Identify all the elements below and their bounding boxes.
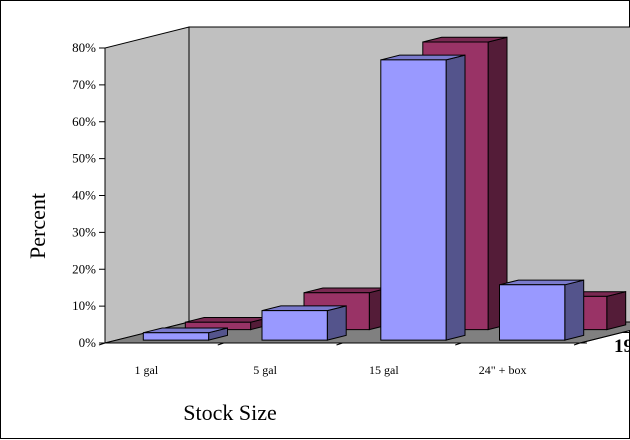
chart-bars [142,36,627,341]
x-category-label: 15 gal [369,363,399,377]
bar-side [326,305,347,341]
chart-labels: 0% 10% 20% 30% 40% 50% 60% 70% 80% 1 gal 5 gal 15 g… [72,40,630,377]
bar-front [142,332,210,341]
y-tick-label: 50% [72,151,96,166]
y-tick-label: 70% [72,77,96,92]
bar-side [564,279,585,341]
y-tick-label: 80% [72,40,96,55]
y-tick-label: 40% [72,188,96,203]
x-tick [336,342,343,346]
bar-side [445,54,466,341]
x-tick [455,342,462,346]
x-tick [98,342,106,346]
y-axis-title: Percent [25,193,50,259]
bar-front [261,310,328,341]
y-tick-label: 30% [72,224,96,239]
chart-axes [98,47,630,346]
bar-front [499,284,566,341]
side-wall [104,26,190,344]
series-label: 1997 [614,336,630,357]
bar-1997-1 gal [142,327,228,341]
y-tick-label: 0% [79,335,97,350]
x-tick [217,342,224,346]
bar-1997-15 gal [380,54,466,341]
bar-1997-5 gal [261,305,347,341]
x-tick [573,342,581,346]
x-axis-title: Stock Size [183,400,277,425]
y-tick-label: 20% [72,261,96,276]
bar-1997-24" + box [499,279,585,341]
x-category-label: 1 gal [135,363,159,377]
bar-side [606,291,627,331]
x-category-label: 5 gal [253,363,277,377]
x-category-label: 24" + box [479,363,527,377]
bar-front [380,59,447,341]
y-tick-label: 10% [72,298,96,313]
y-tick-label: 60% [72,114,96,129]
